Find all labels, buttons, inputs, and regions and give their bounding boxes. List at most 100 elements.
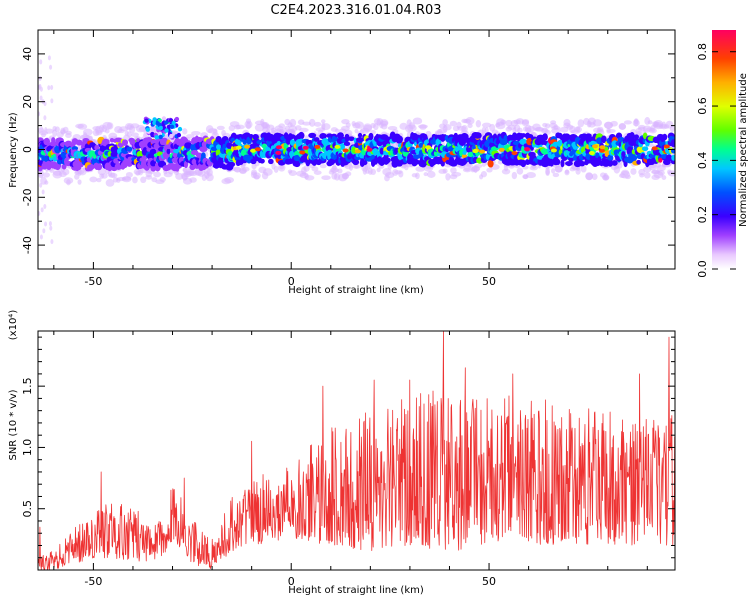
- snr-panel: -50 0 50 0.5 1.0 1.5 Height of straight line …: [8, 310, 676, 596]
- spectrogram-cell: [253, 174, 260, 180]
- spectrogram-cell: [642, 132, 648, 140]
- spectrogram-cell: [49, 141, 57, 147]
- figure-title: C2E4.2023.316.01.04.R03: [270, 3, 441, 18]
- spectrogram-cell: [77, 123, 88, 130]
- spectrogram-cell: [182, 128, 188, 135]
- spectrogram-cell: [629, 132, 635, 140]
- spectrogram-cell: [520, 159, 527, 168]
- spectrogram-cell: [215, 144, 222, 150]
- spectrogram-cell: [244, 120, 253, 129]
- spectrogram-cell: [150, 164, 157, 172]
- spectrogram-cell: [311, 166, 319, 172]
- spectrogram-cell: [163, 120, 169, 125]
- spectrogram-cell: [321, 123, 331, 131]
- spectrogram-cell: [294, 150, 300, 157]
- spectrogram-cell: [224, 176, 235, 184]
- spectrogram-cell: [345, 171, 352, 177]
- spectrogram-cell: [574, 126, 582, 133]
- spectrogram-cell: [585, 133, 592, 139]
- spectrogram-cell: [65, 132, 72, 138]
- spectrogram-cell: [61, 163, 67, 170]
- spectrogram-cell: [275, 145, 282, 150]
- spectrogram-xtick-label: 50: [482, 275, 496, 288]
- spectrogram-xtick-label: 0: [288, 275, 295, 288]
- spectrogram-cell: [314, 121, 322, 127]
- spectrogram-cell: [354, 149, 361, 154]
- spectrogram-cell: [89, 176, 98, 183]
- spectrogram-ylabel: Frequency (Hz): [8, 112, 19, 188]
- spectrogram-cell: [302, 121, 312, 126]
- spectrogram-cell: [545, 123, 551, 129]
- spectrogram-cell: [671, 154, 675, 161]
- spectrogram-cell: [624, 174, 631, 180]
- spectrogram-cell: [47, 55, 51, 61]
- spectrogram-cell: [486, 167, 493, 173]
- spectrogram-cell: [631, 154, 638, 161]
- spectrogram-cell: [335, 128, 340, 133]
- spectrogram-cell: [48, 221, 52, 227]
- spectrogram-cell: [568, 157, 574, 162]
- spectrogram-cell: [191, 130, 201, 136]
- spectrogram-cell: [658, 157, 663, 163]
- spectrogram-cell: [289, 118, 297, 127]
- snr-xlabel: Height of straight line (km): [288, 585, 424, 596]
- spectrogram-cell: [216, 125, 225, 131]
- spectrogram-cell: [304, 175, 315, 181]
- snr-series-line: [38, 331, 675, 570]
- spectrogram-cell: [159, 177, 166, 183]
- spectrogram-cell: [201, 152, 206, 160]
- spectrogram-cell: [357, 132, 363, 138]
- spectrogram-cell: [398, 170, 404, 178]
- spectrogram-cell: [342, 148, 349, 153]
- spectrogram-cell: [38, 84, 41, 90]
- spectrogram-cell: [145, 175, 153, 180]
- spectrogram-cell: [235, 124, 245, 130]
- spectrogram-cell: [383, 154, 389, 159]
- spectrogram-cell: [314, 144, 321, 149]
- spectrogram-cell: [467, 123, 473, 129]
- spectrogram-cell: [42, 228, 46, 234]
- spectrogram-cell: [607, 154, 614, 161]
- spectrogram-cell: [332, 163, 337, 171]
- snr-ytick-label: 0.5: [21, 500, 34, 518]
- spectrogram-cell: [665, 154, 673, 162]
- spectrogram-cell: [592, 119, 602, 127]
- colorbar-tick-label: 0.0: [696, 260, 709, 278]
- spectrogram-ytick-label: -40: [21, 236, 34, 254]
- spectrogram-cell: [379, 147, 384, 155]
- spectrogram-cell: [529, 165, 538, 171]
- spectrogram-cell: [577, 119, 585, 128]
- spectrogram-cell: [244, 144, 251, 149]
- spectrogram-cell: [122, 163, 128, 169]
- spectrogram-cell: [648, 127, 657, 134]
- colorbar: 0.0 0.2 0.4 0.6 0.8 Normalized spectral ampl…: [696, 30, 749, 278]
- snr-y-multiplier: (x10⁴): [8, 310, 19, 341]
- spectrogram-cell: [166, 148, 171, 155]
- spectrogram-cell: [49, 225, 53, 231]
- spectrogram-cell: [278, 123, 286, 129]
- spectrogram-cell: [206, 168, 213, 177]
- spectrogram-cell: [559, 126, 569, 133]
- spectrogram-cell: [250, 148, 257, 153]
- spectrogram-cell: [39, 95, 43, 101]
- spectrogram-cell: [61, 168, 70, 176]
- spectrogram-cell: [419, 124, 427, 130]
- spectrogram-cell: [42, 172, 50, 178]
- spectrogram-cell: [473, 132, 482, 139]
- spectrogram-cell: [44, 221, 48, 227]
- spectrogram-cell: [125, 171, 133, 178]
- spectrogram-cell: [644, 171, 651, 179]
- spectrogram-cell: [560, 159, 565, 168]
- spectrogram-cell: [268, 158, 274, 165]
- spectrogram-cell: [320, 119, 326, 124]
- spectrogram-cell: [376, 167, 381, 173]
- spectrogram-cell: [153, 171, 161, 178]
- spectrogram-cell: [425, 145, 432, 150]
- spectrogram-cell: [415, 166, 426, 172]
- spectrogram-cell: [149, 148, 157, 155]
- spectrogram-cell: [160, 138, 169, 146]
- spectrogram-cell: [66, 179, 71, 186]
- spectrogram-cell: [174, 116, 180, 122]
- snr-ylabel: SNR (10 * v/v): [8, 389, 19, 460]
- spectrogram-xlabel: Height of straight line (km): [288, 285, 424, 296]
